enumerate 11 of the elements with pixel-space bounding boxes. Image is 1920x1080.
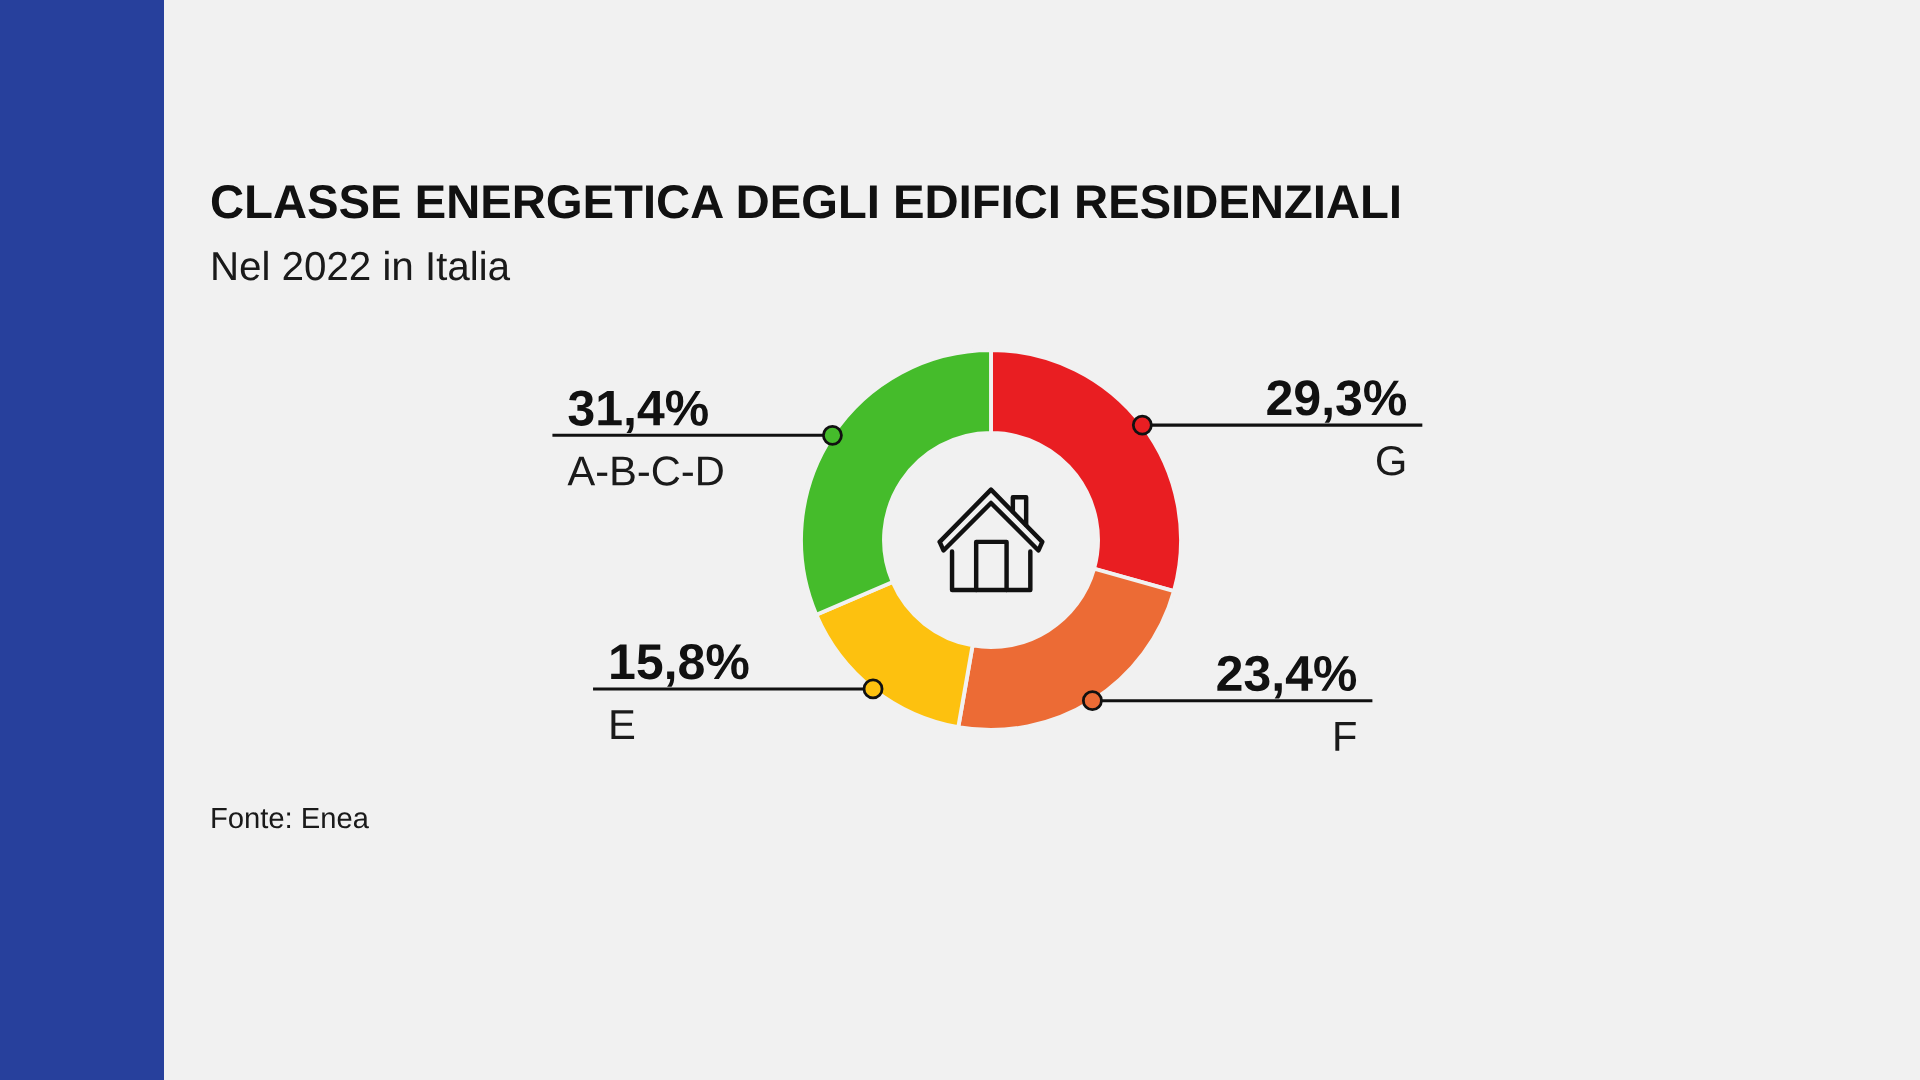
chart-subtitle: Nel 2022 in Italia [213, 250, 511, 281]
source-note: Fonte: Enea [212, 807, 369, 829]
slice-label: F [1335, 722, 1356, 751]
slice-label: E [611, 710, 635, 739]
data-label: 15,8% [611, 644, 749, 687]
data-label: 23,4% [1217, 655, 1357, 699]
data-label: 29,3% [1267, 380, 1407, 423]
slice-label: G [1377, 446, 1405, 476]
data-label: 31,4% [568, 390, 708, 434]
chart-title: CLASSE ENERGETICA DEGLI EDIFICI RESIDENZIALI [211, 185, 1399, 219]
slice-label: A-B-C-D [567, 456, 723, 486]
